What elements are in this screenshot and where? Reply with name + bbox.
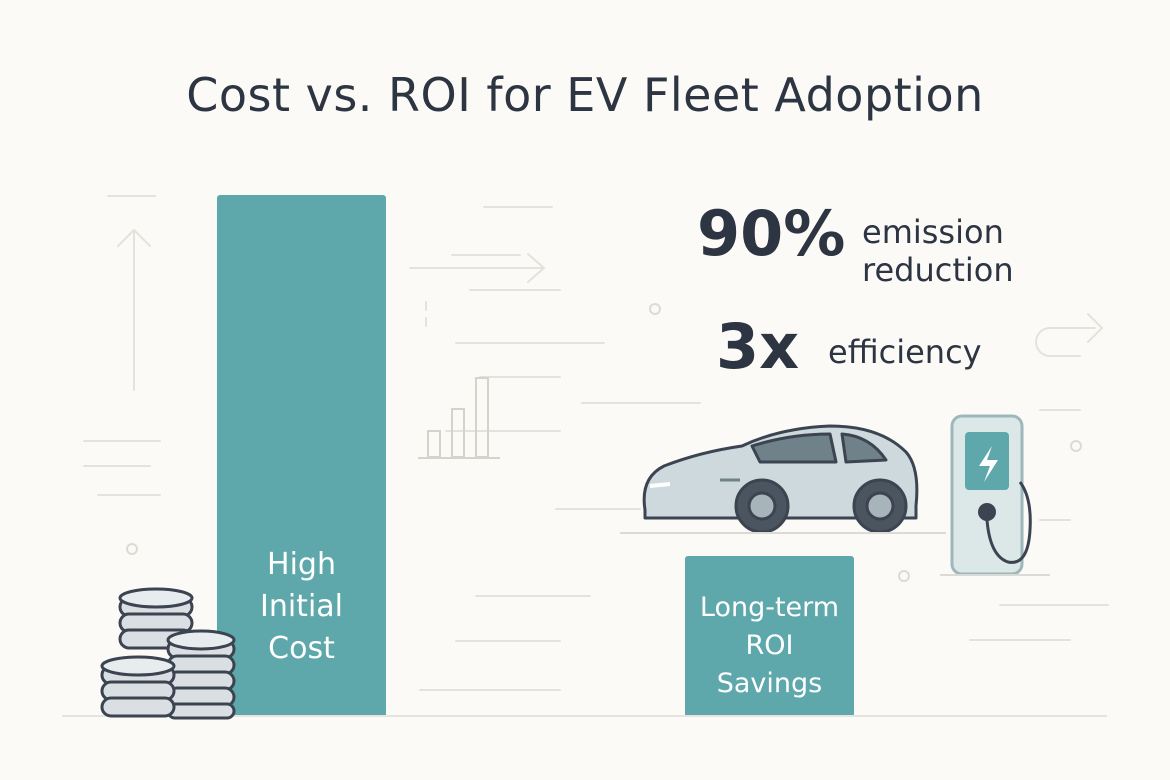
lightning-bolt-icon bbox=[979, 446, 998, 482]
roi-savings-bar: Long-term ROI Savings bbox=[685, 556, 854, 715]
initial-cost-label-line: Cost bbox=[268, 631, 335, 666]
roi-label-line: Savings bbox=[716, 668, 823, 699]
efficiency-stat-value: 3x bbox=[716, 310, 800, 383]
roi-savings-label: Long-term ROI Savings bbox=[685, 589, 854, 715]
baseline bbox=[62, 715, 1107, 717]
emission-stat-label: emission reduction bbox=[862, 213, 1014, 289]
initial-cost-bar: High Initial Cost bbox=[217, 195, 386, 715]
initial-cost-label-line: Initial bbox=[259, 589, 343, 624]
page-title: Cost vs. ROI for EV Fleet Adoption bbox=[186, 68, 984, 122]
emission-stat-label-line: emission bbox=[862, 213, 1004, 251]
efficiency-stat-label: efficiency bbox=[828, 333, 982, 371]
emission-stat-label-line: reduction bbox=[862, 251, 1014, 289]
roi-label-line: ROI bbox=[745, 630, 794, 661]
initial-cost-label: High Initial Cost bbox=[217, 544, 386, 715]
emission-stat-value: 90% bbox=[697, 197, 846, 270]
roi-label-line: Long-term bbox=[699, 592, 840, 623]
initial-cost-label-line: High bbox=[267, 547, 336, 582]
